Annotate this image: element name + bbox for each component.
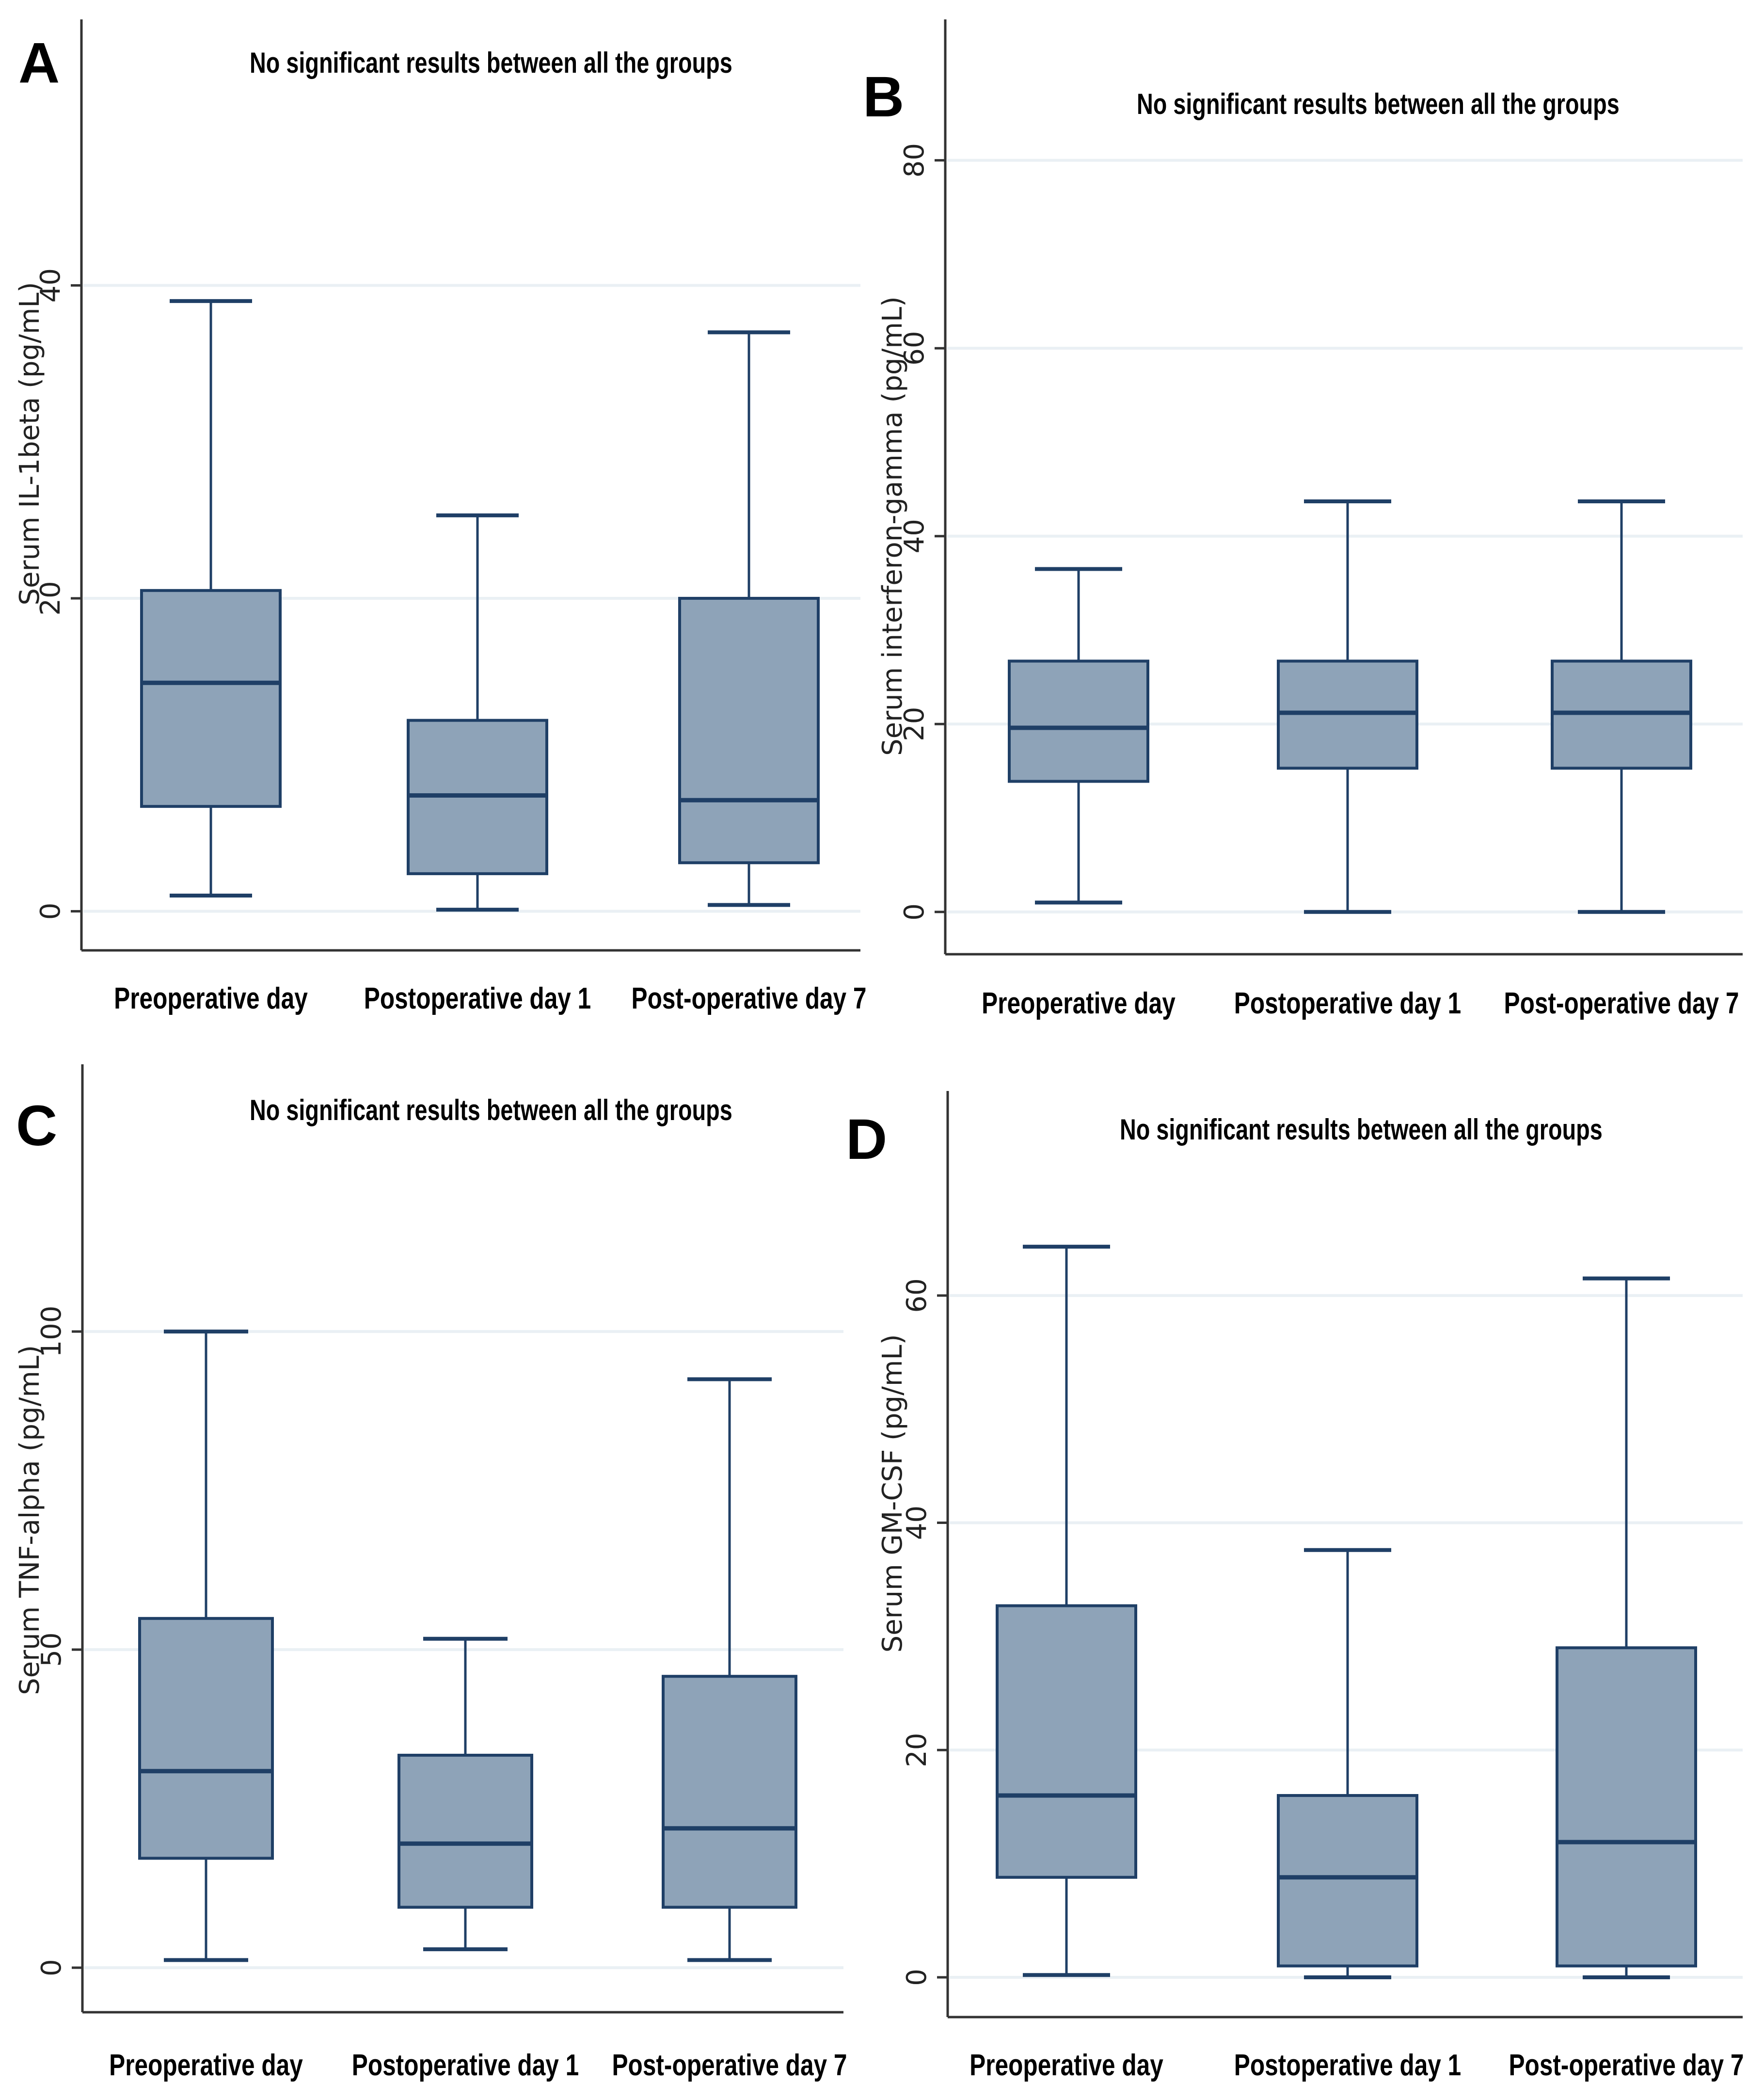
y-tick-label: 40 [35,268,66,303]
x-tick-label: Postoperative day 1 [1234,2048,1461,2082]
x-tick-label: Preoperative day [109,2048,303,2082]
box-1 [138,1330,274,1962]
box-3 [662,1377,797,1962]
significance-note: No significant results between all the g… [250,1094,732,1126]
box-2 [1277,1548,1418,1979]
box-2 [397,1636,533,1952]
box-2 [407,513,548,912]
box-1 [1008,567,1149,905]
iqr-box [996,1604,1137,1879]
y-tick-label: 0 [36,1959,67,1976]
y-tick-label: 50 [36,1632,67,1667]
x-tick-label: Preoperative day [114,981,308,1015]
box-3 [678,330,820,907]
box-3 [1556,1276,1697,1979]
x-tick-label: Preoperative day [969,2048,1163,2082]
box-2 [1277,499,1418,914]
significance-note: No significant results between all the g… [250,47,732,79]
y-axis-label: Serum GM-CSF (pg/mL) [877,1334,908,1653]
y-tick-label: 20 [901,1733,933,1767]
iqr-box [662,1675,797,1909]
box-1 [140,299,282,898]
panel-letter: B [863,65,904,129]
y-axis-label: Serum TNF-alpha (pg/mL) [14,1345,46,1695]
panel-d: 0 20 40 60 Serum GM-CSF (pg/mL) D No significa… [846,1091,1744,2082]
y-tick-label: 80 [899,143,930,177]
y-tick-label: 100 [36,1306,67,1358]
panel-letter: C [16,1094,57,1158]
significance-note: No significant results between all the g… [1137,88,1620,120]
iqr-box [397,1753,533,1909]
y-axis-label: Serum IL-1beta (pg/mL) [14,282,46,606]
y-tick-label: 0 [899,903,930,921]
y-tick-label: 20 [899,707,930,741]
iqr-box [1556,1646,1697,1968]
panel-letter: D [846,1107,887,1171]
y-tick-label: 0 [35,903,66,920]
box-1 [996,1245,1137,1977]
iqr-box [678,596,820,865]
x-tick-label: Postoperative day 1 [1234,986,1461,1020]
y-tick-label: 20 [35,581,66,615]
x-tick-label: Preoperative day [982,986,1176,1020]
box-3 [1551,499,1692,914]
y-tick-label: 40 [901,1506,933,1540]
iqr-box [1008,659,1149,783]
y-tick-label: 0 [901,1969,933,1986]
iqr-box [138,1617,274,1860]
x-tick-label: Post-operative day 7 [631,981,866,1015]
x-tick-label: Postoperative day 1 [352,2048,579,2082]
x-tick-label: Post-operative day 7 [1504,986,1739,1020]
panel-b: 0 20 40 60 80 Serum interferon-gamma (pg/mL) B… [863,19,1743,1020]
x-tick-label: Postoperative day 1 [364,981,591,1015]
y-tick-label: 60 [899,331,930,366]
y-tick-label: 60 [901,1278,933,1313]
x-tick-label: Post-operative day 7 [1509,2048,1744,2082]
panel-letter: A [18,31,60,95]
significance-note: No significant results between all the g… [1120,1113,1603,1146]
y-axis-label: Serum interferon-gamma (pg/mL) [877,296,908,756]
iqr-box [140,589,282,808]
x-tick-label: Post-operative day 7 [612,2048,847,2082]
y-tick-label: 40 [899,519,930,553]
iqr-box [1277,1794,1418,1968]
